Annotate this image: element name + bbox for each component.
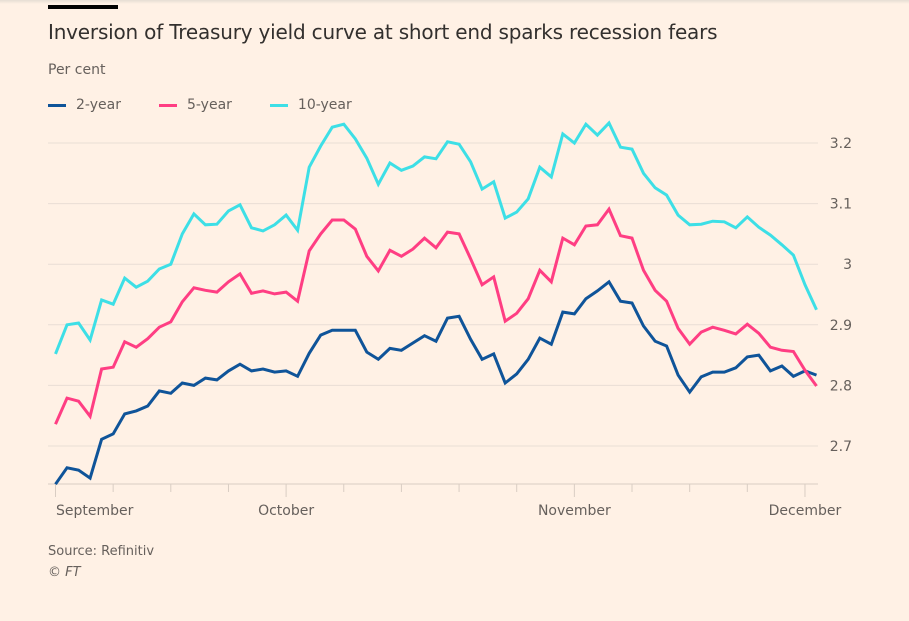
x-tick-label: October bbox=[258, 503, 314, 519]
chart-subtitle: Per cent bbox=[48, 62, 106, 78]
copyright-note: © FT bbox=[48, 565, 81, 580]
gridlines bbox=[48, 142, 818, 447]
legend-item-5-year: 5-year bbox=[158, 97, 232, 113]
series-lines bbox=[54, 120, 818, 486]
chart-title: Inversion of Treasury yield curve at sho… bbox=[48, 20, 718, 44]
y-tick-label: 3.2 bbox=[830, 136, 852, 152]
y-tick-label: 3 bbox=[843, 257, 852, 273]
series-line-2-year bbox=[54, 279, 818, 486]
legend-swatch-10-year bbox=[269, 103, 288, 107]
legend-item-2-year: 2-year bbox=[48, 97, 121, 113]
y-tick-label: 2.9 bbox=[830, 318, 852, 334]
legend-item-10-year: 10-year bbox=[269, 97, 352, 113]
x-axis: September October November December bbox=[48, 483, 842, 519]
series-line-5-year bbox=[54, 206, 818, 425]
legend: 2-year 5-year 10-year bbox=[48, 97, 390, 113]
top-shadow bbox=[0, 0, 909, 4]
source-note: Source: Refinitiv bbox=[48, 544, 155, 559]
legend-swatch-5-year bbox=[158, 103, 177, 107]
legend-label-10-year: 10-year bbox=[297, 97, 352, 113]
y-axis: 2.7 2.8 2.9 3 3.1 3.2 bbox=[830, 136, 852, 455]
x-tick-label: September bbox=[56, 503, 134, 519]
series-line-10-year bbox=[54, 120, 818, 355]
title-accent-bar bbox=[48, 5, 118, 9]
y-tick-label: 2.8 bbox=[830, 378, 852, 394]
x-tick-label: December bbox=[769, 503, 842, 519]
legend-label-2-year: 2-year bbox=[76, 97, 121, 113]
legend-swatch-2-year bbox=[48, 103, 66, 107]
y-tick-label: 2.7 bbox=[830, 439, 852, 455]
x-tick-label: November bbox=[538, 503, 611, 519]
legend-label-5-year: 5-year bbox=[186, 97, 232, 113]
y-tick-label: 3.1 bbox=[830, 197, 852, 213]
